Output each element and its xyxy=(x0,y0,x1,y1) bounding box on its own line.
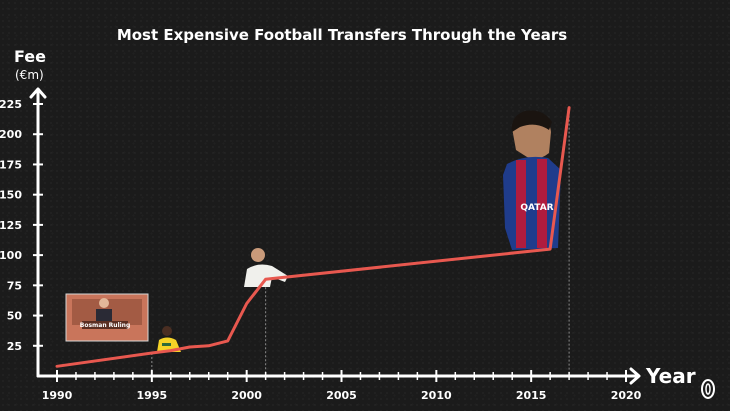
y-tick-label-200: 200 xyxy=(0,128,22,141)
inset-label-bg xyxy=(82,321,128,329)
y-axis-arrow xyxy=(29,87,47,99)
player-2017: QATAR xyxy=(503,110,561,250)
player-1996-stripe xyxy=(162,343,171,346)
y-tick-label-100: 100 xyxy=(0,249,22,262)
player-1996-head xyxy=(162,326,172,336)
x-tick-label-1990: 1990 xyxy=(42,389,73,402)
x-tick-label-1995: 1995 xyxy=(137,389,168,402)
inset-person-head xyxy=(99,298,109,308)
x-tick-label-2010: 2010 xyxy=(421,389,452,402)
y-tick-label-50: 50 xyxy=(7,310,23,323)
inset-label: Bosman Ruling xyxy=(80,322,131,329)
y-tick-label-225: 225 xyxy=(0,98,22,111)
x-tick-label-2015: 2015 xyxy=(516,389,547,402)
y-axis-unit: (€m) xyxy=(15,68,44,82)
player-2001-head xyxy=(251,248,265,262)
player-images: QATAR xyxy=(157,110,561,352)
y-tick-label-75: 75 xyxy=(7,279,22,292)
ticks: 25 50 75 100 125 150 175 200 225 1990 1995 2000 2005… xyxy=(0,98,642,402)
player-2017-stripe-2 xyxy=(537,159,547,248)
watermark-logo xyxy=(701,379,715,399)
watermark-inner xyxy=(705,383,711,395)
x-tick-label-2020: 2020 xyxy=(611,389,642,402)
watermark-ring xyxy=(701,379,715,399)
bosman-ruling-inset: Bosman Ruling xyxy=(65,293,149,342)
chart-title: Most Expensive Football Transfers Throug… xyxy=(117,26,567,44)
y-tick-label-175: 175 xyxy=(0,158,22,171)
y-tick-label-25: 25 xyxy=(7,340,22,353)
player-2017-hair xyxy=(511,110,552,132)
x-tick-label-2000: 2000 xyxy=(231,389,262,402)
y-tick-label-150: 150 xyxy=(0,189,22,202)
y-tick-label-125: 125 xyxy=(0,219,22,232)
y-axis-title: Fee xyxy=(14,47,46,66)
player-2001 xyxy=(244,248,288,287)
series-line xyxy=(55,106,571,368)
player-2017-sponsor: QATAR xyxy=(520,203,553,213)
player-2001-shirt xyxy=(244,264,288,287)
axes xyxy=(29,87,641,385)
x-tick-label-2005: 2005 xyxy=(326,389,357,402)
guide-lines xyxy=(151,107,570,376)
x-axis-title: Year xyxy=(645,364,696,388)
x-axis-arrow xyxy=(629,367,641,385)
player-2017-stripe-1 xyxy=(516,160,526,248)
